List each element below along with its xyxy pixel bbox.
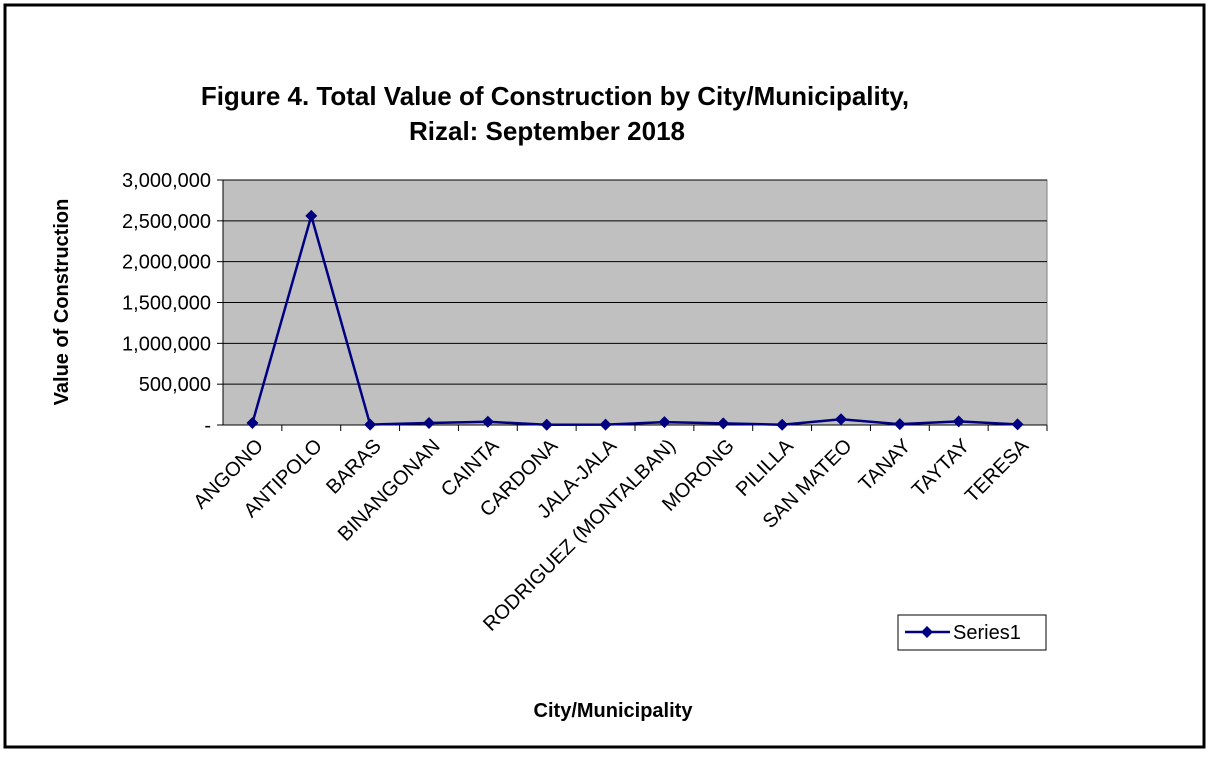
series-line — [251, 211, 1018, 427]
marker — [1011, 418, 1024, 431]
y-tick-label: 1,000,000 — [122, 333, 211, 355]
y-tick-label: 1,500,000 — [122, 293, 211, 315]
marker — [776, 418, 789, 431]
chart-title: Rizal: September 2018 — [409, 116, 685, 146]
x-axis-label: City/Municipality — [534, 700, 694, 722]
marker — [305, 209, 318, 222]
marker — [540, 418, 553, 431]
marker — [481, 415, 494, 428]
marker — [364, 418, 377, 431]
legend-marker — [921, 626, 933, 638]
y-tick-label: 2,500,000 — [122, 211, 211, 233]
y-axis-label: Value of Construction — [51, 199, 73, 406]
legend-label: Series1 — [953, 622, 1021, 644]
marker — [246, 416, 259, 429]
marker — [423, 416, 435, 429]
marker — [835, 413, 847, 426]
marker — [599, 418, 612, 431]
marker — [893, 418, 906, 431]
y-tick-label: 500,000 — [139, 374, 211, 396]
y-tick-label: - — [204, 415, 211, 437]
marker — [717, 417, 730, 430]
chart-title: Figure 4. Total Value of Construction by… — [201, 81, 909, 111]
marker — [658, 416, 671, 429]
y-tick-label: 3,000,000 — [122, 170, 211, 192]
y-tick-label: 2,000,000 — [122, 252, 211, 274]
marker — [952, 415, 965, 428]
